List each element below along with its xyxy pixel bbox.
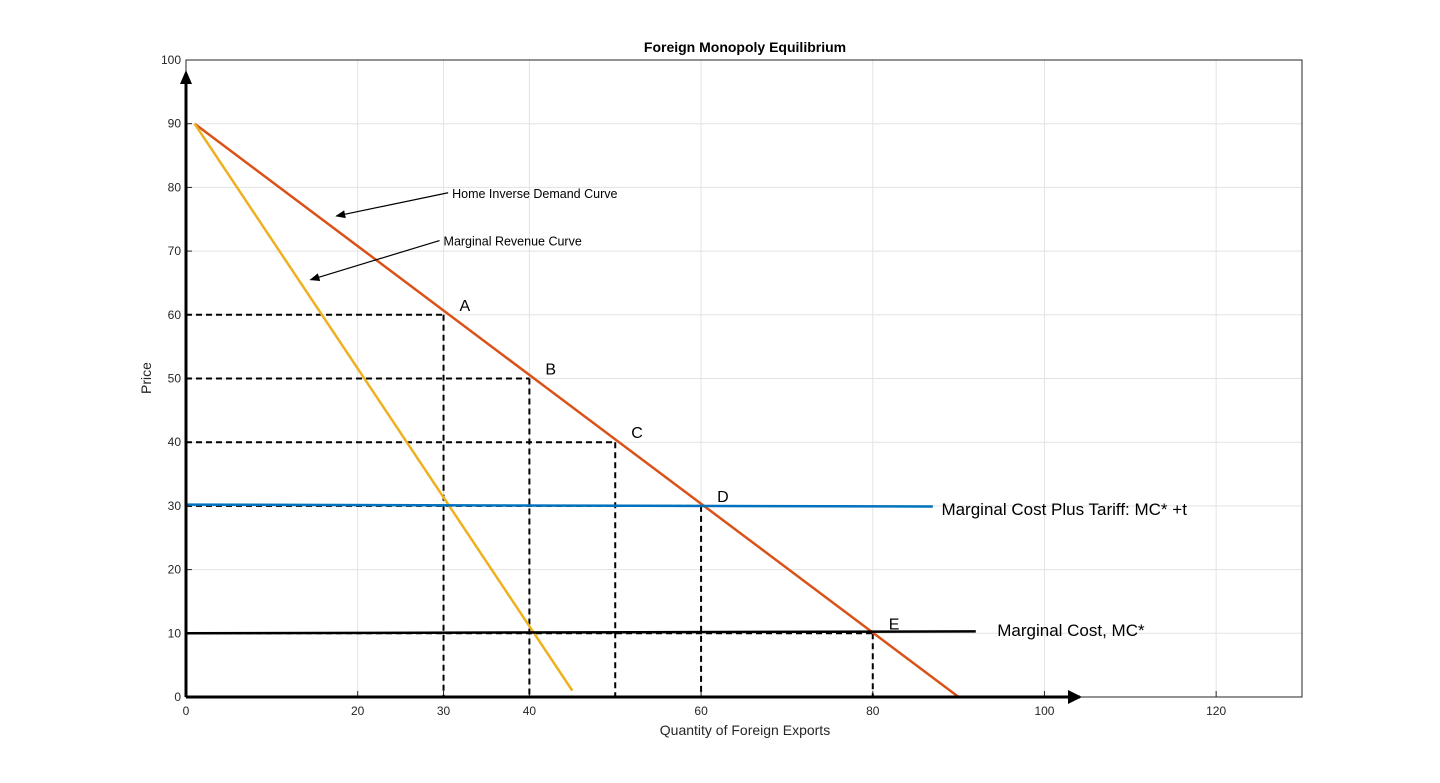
- y-tick-label: 100: [161, 53, 181, 67]
- x-tick-label: 120: [1206, 704, 1226, 718]
- y-tick-label: 70: [168, 244, 182, 258]
- point-label-c: C: [631, 425, 643, 442]
- marginal-cost-label-text: Marginal Cost, MC*: [997, 621, 1145, 640]
- mc-plus-tariff-label-text: Marginal Cost Plus Tariff: MC* +t: [941, 500, 1187, 519]
- x-tick-label: 30: [437, 704, 451, 718]
- y-axis-title: Price: [138, 362, 154, 394]
- x-tick-label: 80: [866, 704, 880, 718]
- demand-annotation-text: Home Inverse Demand Curve: [452, 187, 617, 201]
- y-tick-label: 80: [168, 180, 182, 194]
- x-axis-title: Quantity of Foreign Exports: [660, 722, 830, 738]
- point-label-d: D: [717, 489, 729, 506]
- marginal-revenue-annotation-arrow: [309, 239, 440, 281]
- marginal-revenue-line: [193, 123, 574, 692]
- x-tick-label: 100: [1034, 704, 1054, 718]
- y-tick-label: 0: [174, 690, 181, 704]
- y-axis-arrowhead: [180, 70, 192, 84]
- point-label-e: E: [889, 616, 900, 633]
- y-tick-label: 40: [168, 435, 182, 449]
- y-tick-label: 30: [168, 499, 182, 513]
- y-tick-label: 20: [168, 563, 182, 577]
- point-label-a: A: [460, 298, 471, 315]
- y-tick-label: 60: [168, 308, 182, 322]
- demand-curve-line: [193, 122, 960, 698]
- demand-annotation-arrow: [335, 192, 449, 219]
- mc-plus-tariff-line: [185, 503, 933, 508]
- x-tick-label: 60: [694, 704, 708, 718]
- y-tick-label: 50: [168, 372, 182, 386]
- x-axis-arrowhead: [1068, 690, 1082, 704]
- y-tick-label: 90: [168, 117, 182, 131]
- x-tick-label: 0: [183, 704, 190, 718]
- y-tick-label: 10: [168, 626, 182, 640]
- marginal-revenue-annotation-text: Marginal Revenue Curve: [444, 235, 582, 249]
- marginal-cost-line: [185, 630, 976, 635]
- chart-title: Foreign Monopoly Equilibrium: [644, 39, 846, 55]
- x-tick-label: 20: [351, 704, 365, 718]
- point-label-b: B: [545, 362, 556, 379]
- x-tick-label: 40: [523, 704, 537, 718]
